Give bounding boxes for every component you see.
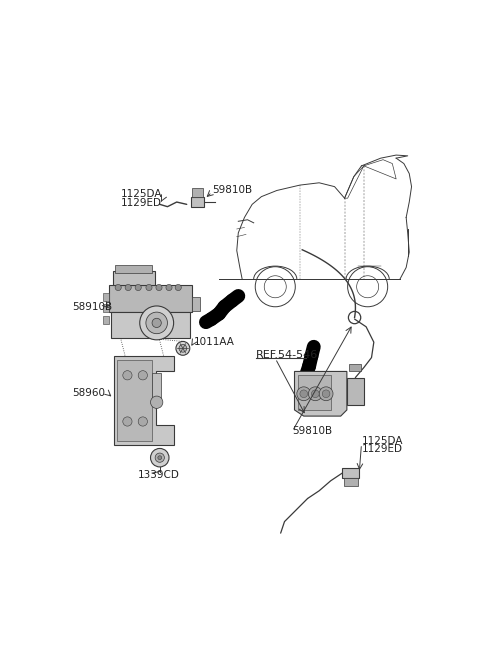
Circle shape [125,284,131,290]
FancyBboxPatch shape [152,373,161,404]
Circle shape [312,390,319,397]
Text: 1125DA: 1125DA [361,436,403,445]
FancyBboxPatch shape [109,285,192,313]
Text: 58910B: 58910B [72,302,112,312]
Text: 1011AA: 1011AA [193,337,235,347]
Circle shape [166,284,172,290]
FancyBboxPatch shape [192,297,200,311]
Circle shape [158,456,162,460]
FancyBboxPatch shape [347,378,364,405]
Text: 59810B: 59810B [212,185,252,196]
Circle shape [151,396,163,409]
Circle shape [138,417,147,426]
Circle shape [175,284,181,290]
FancyBboxPatch shape [298,374,331,410]
FancyBboxPatch shape [111,313,190,338]
FancyBboxPatch shape [192,188,203,197]
Circle shape [176,342,190,355]
FancyBboxPatch shape [103,316,109,324]
FancyBboxPatch shape [103,304,109,312]
Text: 1129ED: 1129ED [361,444,403,454]
Circle shape [115,284,121,290]
Text: REF.54-546: REF.54-546 [256,350,318,359]
Circle shape [322,390,330,397]
Circle shape [151,449,169,467]
Text: 1129ED: 1129ED [121,198,162,208]
Circle shape [156,284,162,290]
FancyBboxPatch shape [191,196,204,208]
Circle shape [146,284,152,290]
FancyBboxPatch shape [344,478,358,486]
Circle shape [308,387,322,401]
Circle shape [297,387,311,401]
Polygon shape [114,356,174,445]
Text: 59810B: 59810B [292,426,332,436]
Text: 1125DA: 1125DA [121,189,163,199]
FancyBboxPatch shape [118,360,152,441]
FancyBboxPatch shape [342,468,359,478]
FancyBboxPatch shape [115,265,152,273]
Circle shape [135,284,141,290]
Text: 1339CD: 1339CD [138,470,180,480]
FancyBboxPatch shape [113,271,155,285]
Circle shape [319,387,333,401]
Circle shape [155,453,164,463]
Circle shape [152,318,161,328]
Circle shape [123,417,132,426]
FancyBboxPatch shape [103,293,109,301]
Circle shape [179,344,187,352]
Circle shape [123,371,132,380]
Circle shape [146,312,168,334]
Circle shape [300,390,308,397]
Polygon shape [295,371,347,416]
Circle shape [138,371,147,380]
Circle shape [140,306,174,340]
FancyBboxPatch shape [349,364,361,371]
Text: 58960: 58960 [72,388,105,398]
